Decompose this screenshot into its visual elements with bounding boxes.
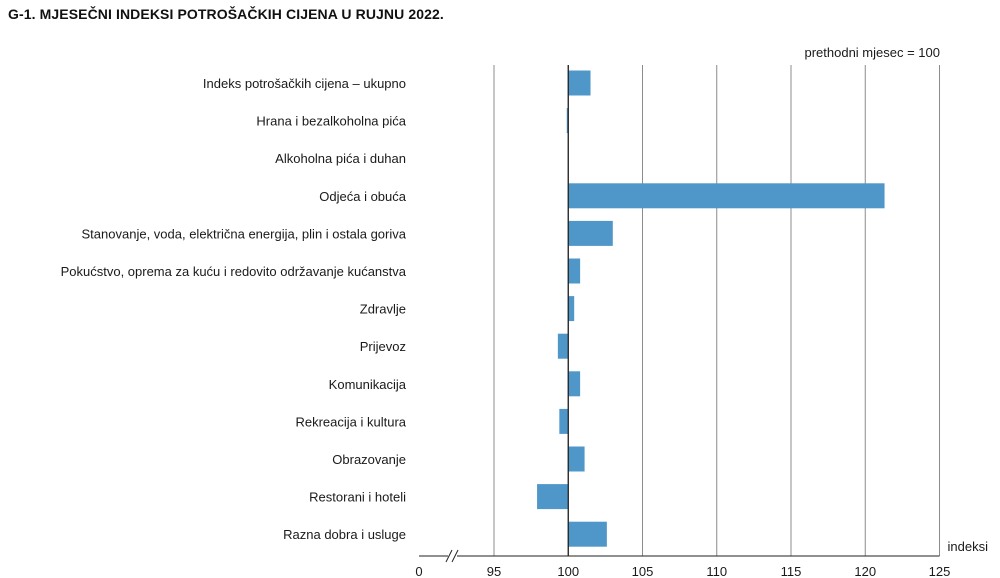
- category-label-2: Alkoholna pića i duhan: [275, 151, 406, 166]
- x-axis-title: indeksi: [948, 539, 989, 554]
- bar-6: [568, 296, 575, 322]
- bar-0: [568, 70, 591, 96]
- bar-4: [568, 220, 613, 246]
- x-axis: 0 95 100 105 110 115 120 125: [415, 65, 950, 578]
- bars: [537, 70, 885, 547]
- category-label-1: Hrana i bezalkoholna pića: [256, 114, 406, 129]
- tick-label-105: 105: [632, 564, 654, 578]
- bar-12: [568, 521, 607, 547]
- category-label-6: Zdravlje: [360, 302, 406, 317]
- bar-9: [559, 408, 569, 434]
- tick-label-115: 115: [781, 564, 802, 578]
- category-label-7: Prijevoz: [360, 339, 406, 354]
- category-label-3: Odjeća i obuća: [319, 189, 406, 204]
- bar-10: [568, 446, 585, 472]
- bar-8: [568, 371, 581, 397]
- category-label-10: Obrazovanje: [332, 452, 406, 467]
- category-labels: Indeks potrošačkih cijena – ukupno Hrana …: [61, 76, 407, 542]
- tick-label-100: 100: [557, 564, 579, 578]
- chart-title: G-1. MJESEČNI INDEKSI POTROŠAČKIH CIJENA…: [8, 6, 444, 22]
- category-label-11: Restorani i hoteli: [309, 490, 406, 505]
- bar-3: [568, 183, 885, 209]
- reference-note: prethodni mjesec = 100: [804, 45, 940, 60]
- bar-5: [568, 258, 581, 284]
- category-label-4: Stanovanje, voda, električna energija, p…: [82, 226, 407, 241]
- category-label-12: Razna dobra i usluge: [283, 527, 406, 542]
- bar-7: [557, 333, 569, 359]
- category-label-0: Indeks potrošačkih cijena – ukupno: [203, 76, 406, 91]
- bar-1: [566, 108, 569, 134]
- tick-label-120: 120: [854, 564, 876, 578]
- category-label-5: Pokućstvo, oprema za kuću i redovito odr…: [61, 264, 407, 279]
- tick-label-0: 0: [415, 564, 422, 578]
- bar-11: [537, 484, 569, 510]
- tick-label-125: 125: [929, 564, 951, 578]
- axis-break-marker: [445, 549, 459, 563]
- category-label-9: Rekreacija i kultura: [295, 414, 406, 429]
- category-label-8: Komunikacija: [329, 377, 407, 392]
- grid-lines: [493, 65, 940, 556]
- tick-label-110: 110: [706, 564, 727, 578]
- tick-label-95: 95: [487, 564, 501, 578]
